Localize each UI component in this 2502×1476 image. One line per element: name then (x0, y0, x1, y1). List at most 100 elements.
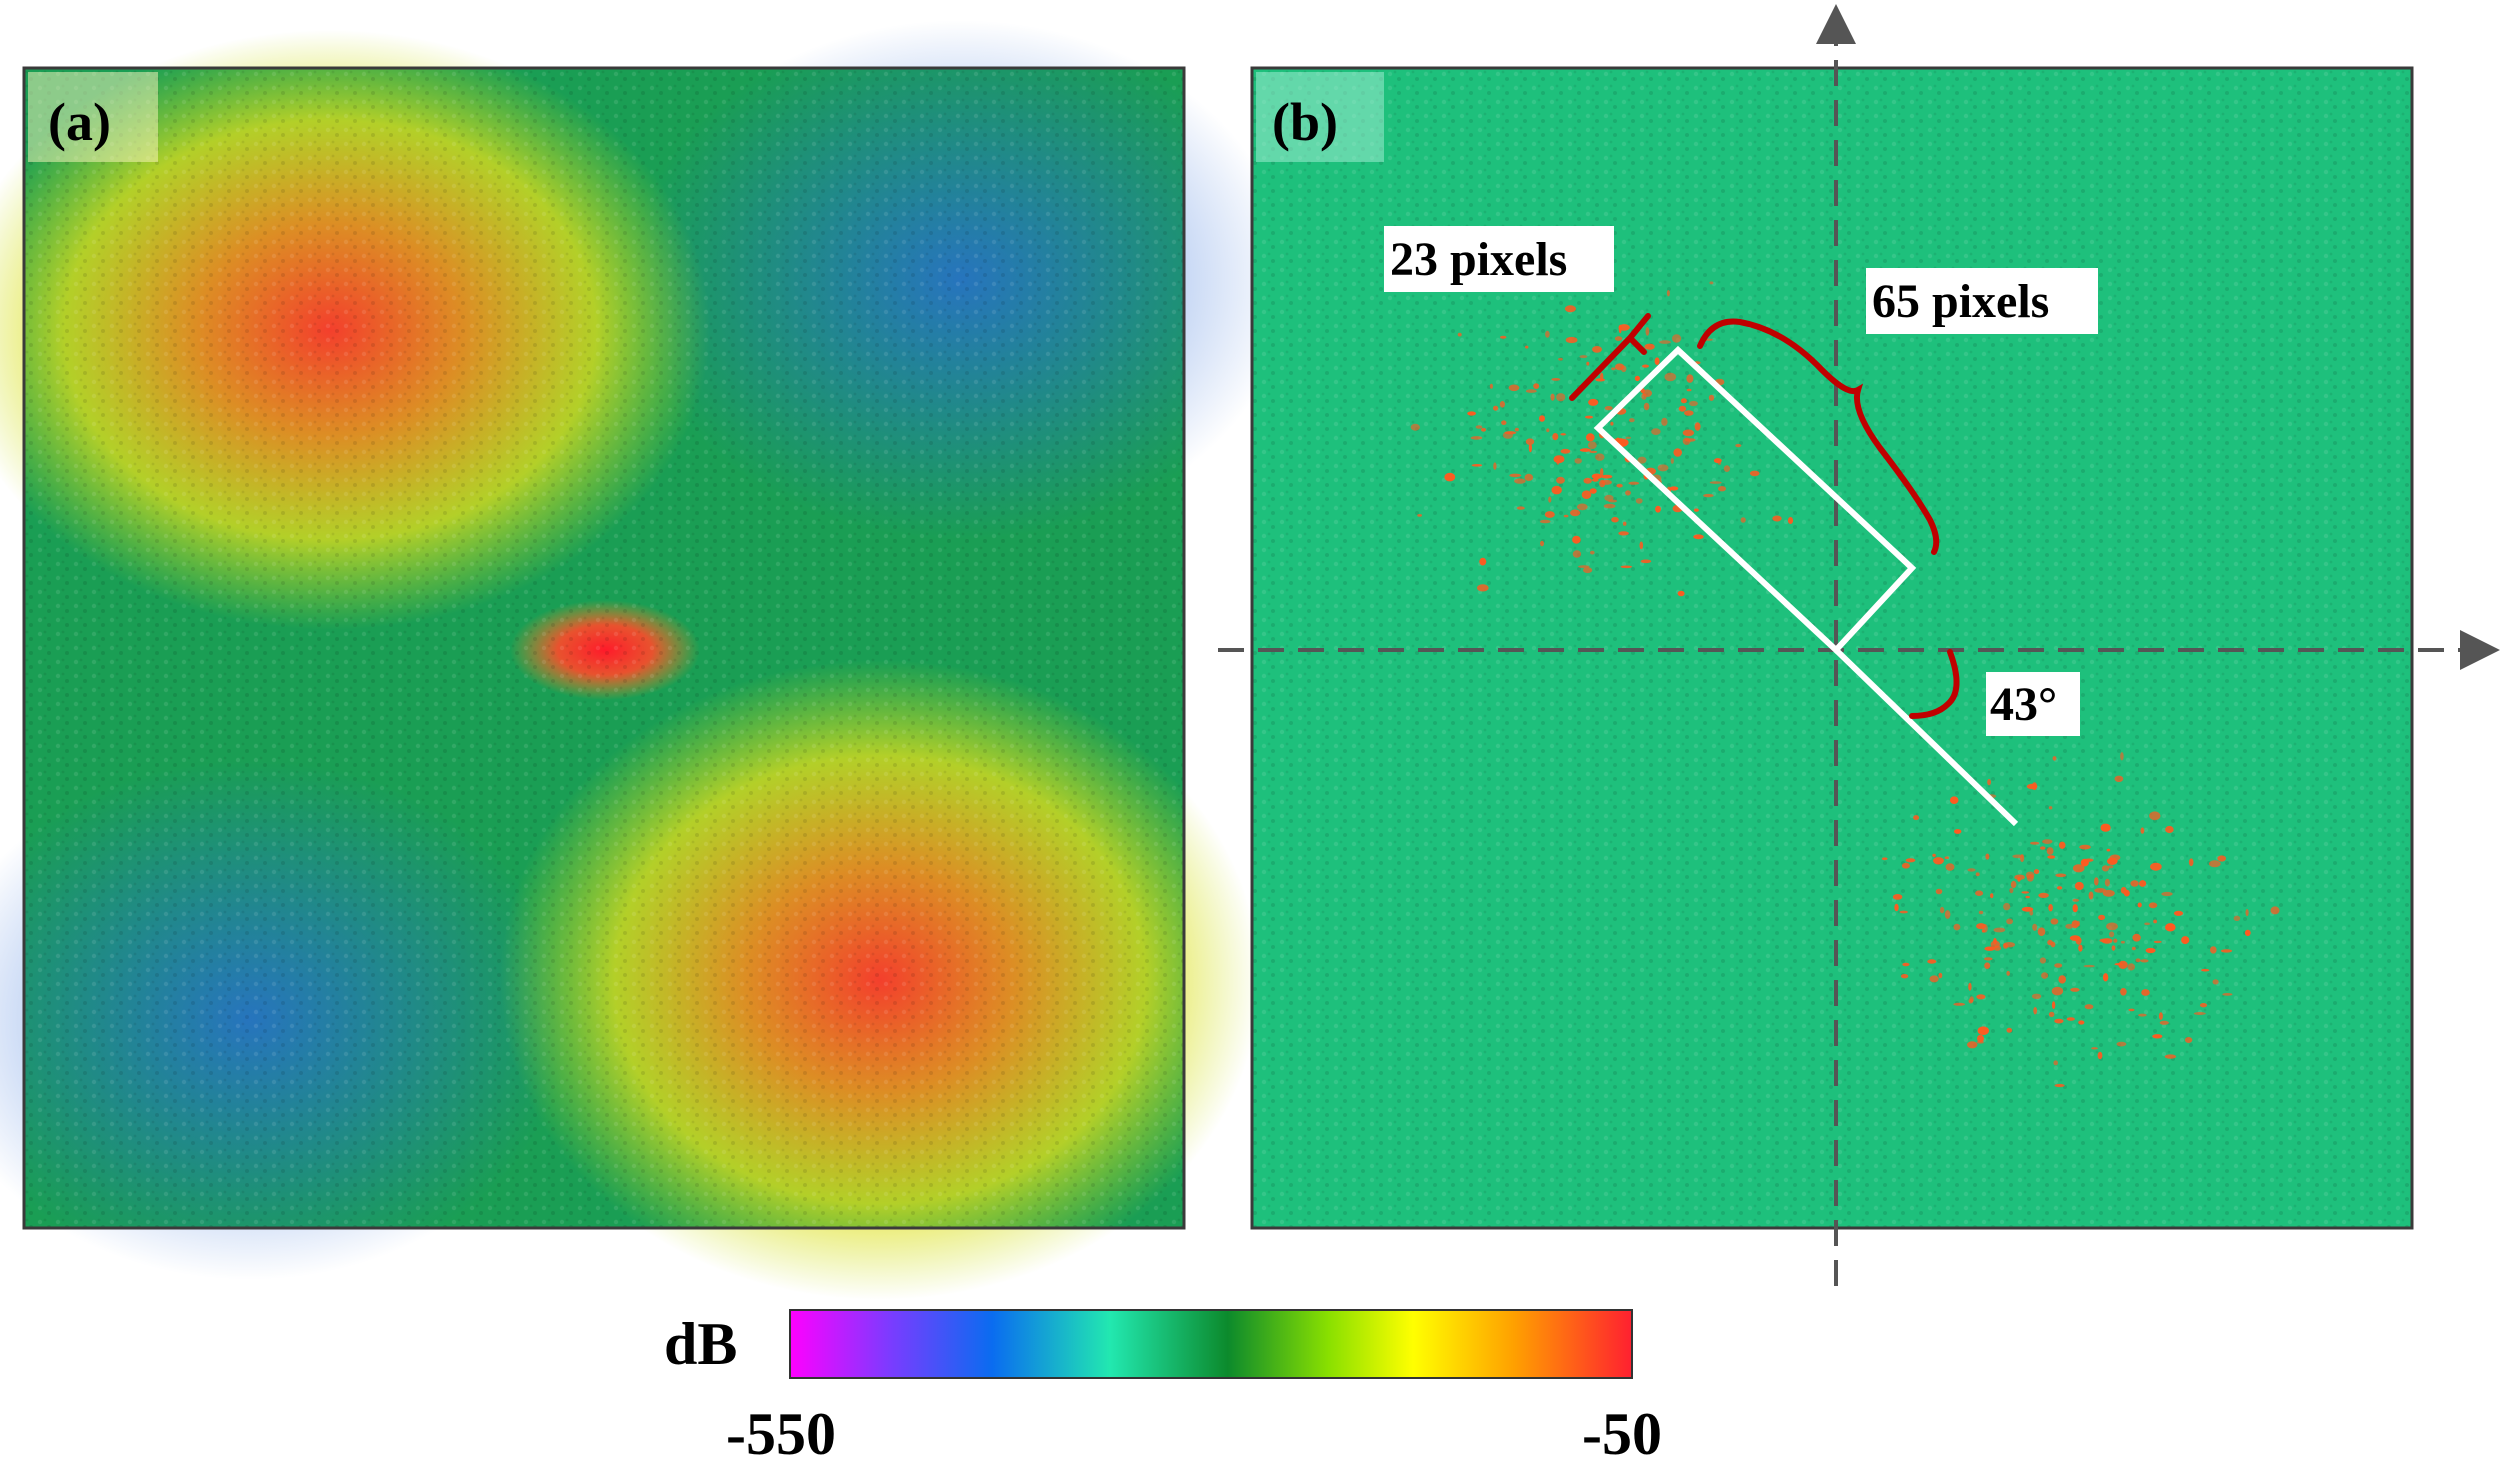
scatter-speck (2165, 825, 2174, 834)
scatter-speck (2099, 938, 2107, 943)
scatter-speck (1583, 477, 1592, 484)
scatter-speck (1929, 975, 1939, 983)
scatter-speck (1611, 516, 1619, 523)
scatter-speck (2058, 975, 2066, 984)
scatter-speck (1618, 531, 1629, 536)
scatter-speck (2181, 936, 2190, 945)
scatter-speck (1572, 535, 1581, 544)
scatter-speck (2048, 1011, 2055, 1018)
scatter-speck (1892, 894, 1903, 900)
scatter-speck (2071, 920, 2079, 929)
scatter-speck (1590, 550, 1595, 555)
scatter-speck (1672, 334, 1682, 343)
scatter-speck (1693, 534, 1704, 540)
scatter-speck (1749, 470, 1760, 477)
scatter-speck (1589, 488, 1597, 494)
scatter-speck (1625, 436, 1632, 439)
scatter-speck (2141, 989, 2150, 996)
length-label-box (1866, 268, 2098, 334)
scatter-speck (1993, 927, 2006, 933)
scatter-speck (1611, 367, 1616, 371)
scatter-speck (2161, 891, 2173, 897)
scatter-speck (1945, 863, 1955, 871)
scatter-speck (2029, 910, 2034, 916)
scatter-speck (2048, 806, 2053, 810)
scatter-speck (2031, 993, 2042, 999)
scatter-speck (2106, 848, 2111, 852)
scatter-speck (1684, 438, 1696, 442)
scatter-speck (1967, 1041, 1978, 1049)
scatter-speck (1479, 557, 1487, 566)
scatter-speck (1477, 584, 1489, 592)
scatter-speck (1968, 982, 1972, 991)
scatter-speck (1993, 945, 2002, 951)
scatter-speck (1709, 281, 1714, 285)
scatter-speck (2072, 898, 2080, 902)
panel-b-label: (b) (1272, 92, 1338, 152)
scatter-speck (1599, 479, 1606, 488)
scatter-speck (2127, 963, 2135, 971)
scatter-speck (1475, 425, 1483, 429)
scatter-speck (2270, 906, 2280, 915)
scatter-speck (2199, 1003, 2208, 1008)
scatter-speck (2158, 1012, 2163, 1020)
scatter-speck (2140, 959, 2149, 963)
scatter-speck (1622, 521, 1627, 526)
scatter-speck (2040, 846, 2046, 850)
scatter-speck (1583, 567, 1593, 574)
scatter-speck (2165, 923, 2176, 932)
scatter-speck (2164, 1054, 2177, 1059)
scatter-speck (2084, 1004, 2094, 1010)
scatter-speck (2054, 1018, 2064, 1024)
scatter-speck (1610, 421, 1614, 426)
scatter-speck (1902, 962, 1910, 967)
scatter-speck (1899, 910, 1908, 914)
angle-arc (1909, 649, 1960, 719)
scatter-speck (2020, 854, 2025, 863)
scatter-speck (1467, 411, 1476, 416)
scatter-speck (2026, 783, 2038, 790)
scatter-speck (1579, 355, 1588, 359)
scatter-speck (1600, 468, 1604, 477)
scatter-speck (2014, 874, 2025, 880)
scatter-speck (1514, 427, 1519, 432)
scatter-speck (2149, 811, 2161, 821)
scatter-speck (2046, 847, 2054, 855)
scatter-speck (2210, 946, 2217, 954)
scatter-speck (1625, 490, 1631, 496)
scatter-speck (2006, 1027, 2013, 1033)
scatter-speck (2148, 902, 2158, 909)
panel-b-frame (1250, 66, 2414, 1230)
scatter-speck (1682, 429, 1695, 437)
scatter-speck (2079, 844, 2091, 850)
scatter-speck (2222, 993, 2233, 996)
scatter-speck (1984, 957, 1993, 961)
scatter-speck (1990, 893, 1994, 899)
scatter-speck (1592, 346, 1602, 353)
scatter-speck (2132, 933, 2141, 942)
scatter-speck (2051, 1001, 2056, 1009)
scatter-speck (1659, 340, 1671, 344)
scatter-speck (2078, 1020, 2085, 1025)
scatter-speck (1544, 511, 1555, 518)
scatter-speck (2131, 946, 2136, 951)
scatter-speck (1614, 336, 1623, 341)
scatter-speck (1551, 378, 1561, 381)
scatter-speck (1525, 345, 1529, 349)
scatter-speck (1694, 508, 1699, 512)
scatter-speck (1718, 486, 1726, 492)
colorbar: dB -550 -50 (664, 1309, 1662, 1467)
scatter-speck (1673, 448, 1682, 457)
scatter-speck (1713, 458, 1722, 464)
scatter-speck (2047, 939, 2053, 946)
scatter-speck (2070, 987, 2080, 992)
scatter-speck (2091, 1047, 2098, 1050)
scatter-speck (1564, 305, 1576, 313)
angle-label: 43° (1990, 678, 2057, 731)
scatter-speck (1677, 590, 1685, 597)
scatter-speck (2056, 886, 2063, 890)
scatter-speck (2113, 938, 2118, 943)
scatter-speck (1502, 431, 1513, 439)
panel-a-label: (a) (48, 92, 111, 152)
scatter-speck (1669, 486, 1679, 491)
